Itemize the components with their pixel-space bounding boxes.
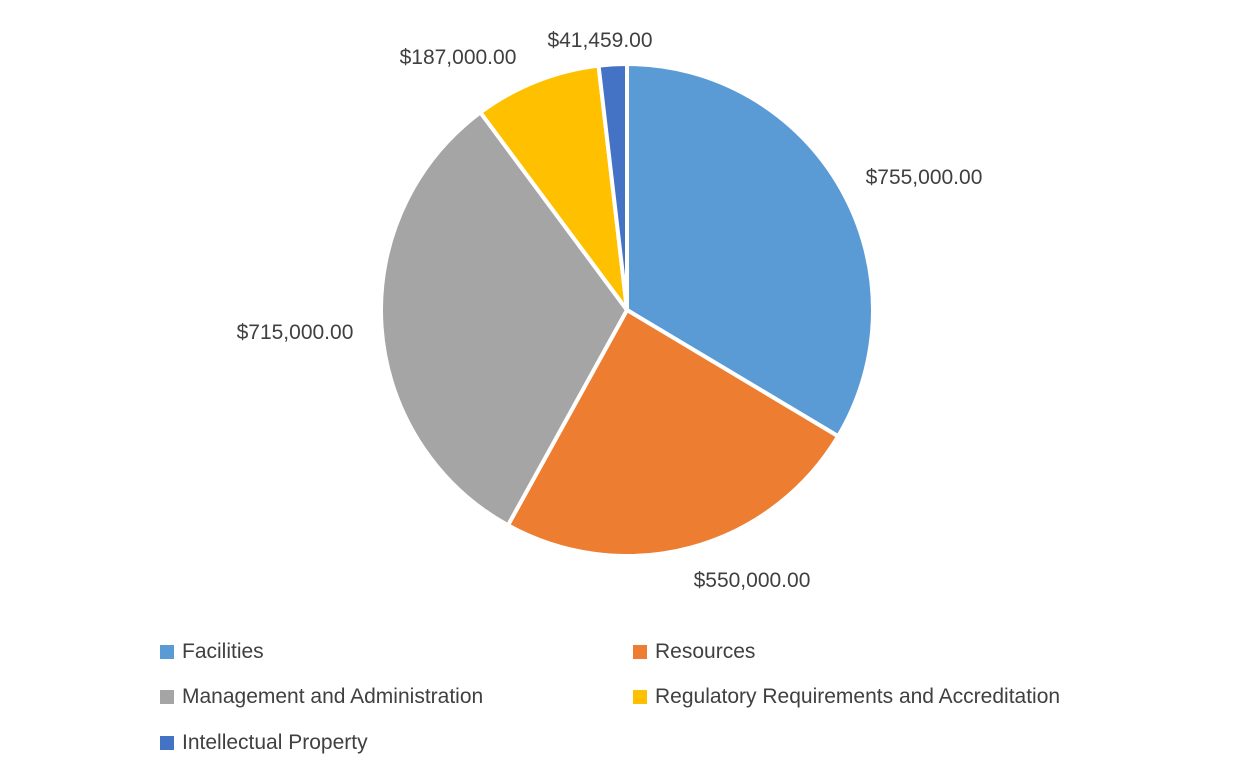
legend-item-facilities: Facilities (160, 640, 264, 664)
legend-label: Facilities (182, 640, 264, 663)
legend-swatch (160, 736, 174, 750)
data-label: $41,459.00 (547, 29, 652, 52)
slice-intellectual-property (596, 62, 629, 312)
pie-data-labels: $755,000.00 $550,000.00 $715,000.00 $187,00… (237, 29, 983, 592)
legend-swatch (160, 690, 174, 704)
pie-slices (379, 62, 875, 558)
legend-item-management: Management and Administration (160, 685, 483, 709)
slice-facilities (625, 62, 875, 439)
slice-resources (505, 308, 841, 558)
data-label: $715,000.00 (237, 321, 354, 344)
legend-item-resources: Resources (633, 640, 755, 664)
slice-regulatory-requirements (478, 63, 629, 312)
legend-item-regulatory: Regulatory Requirements and Accreditatio… (633, 685, 1060, 709)
legend-item-intellectual-property: Intellectual Property (160, 731, 368, 755)
data-label: $550,000.00 (694, 569, 811, 592)
legend-label: Resources (655, 640, 756, 663)
legend-label: Regulatory Requirements and Accreditatio… (655, 685, 1061, 708)
slice-management-and-administration (379, 110, 629, 528)
legend-label: Intellectual Property (182, 731, 368, 754)
legend-swatch (160, 645, 174, 659)
legend-swatch (633, 690, 647, 704)
legend-swatch (633, 645, 647, 659)
data-label: $187,000.00 (400, 46, 517, 69)
data-label: $755,000.00 (866, 166, 983, 189)
legend-label: Management and Administration (182, 685, 484, 708)
